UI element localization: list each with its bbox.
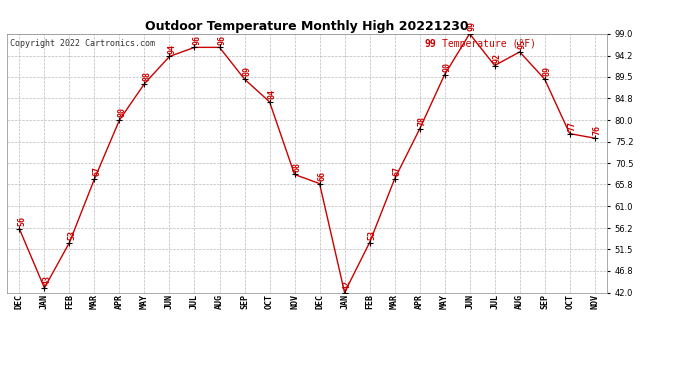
- Text: 89: 89: [543, 66, 552, 76]
- Text: 96: 96: [218, 34, 227, 45]
- Text: Copyright 2022 Cartronics.com: Copyright 2022 Cartronics.com: [10, 39, 155, 48]
- Text: 53: 53: [68, 230, 77, 240]
- Text: 42: 42: [343, 280, 352, 290]
- Text: 99: 99: [468, 21, 477, 31]
- Text: 78: 78: [418, 116, 427, 126]
- Text: 88: 88: [143, 71, 152, 81]
- Text: Temperature (°F): Temperature (°F): [442, 39, 536, 49]
- Text: 92: 92: [493, 53, 502, 63]
- Text: 67: 67: [393, 166, 402, 176]
- Text: 89: 89: [243, 66, 252, 76]
- Text: 94: 94: [168, 44, 177, 54]
- Text: 68: 68: [293, 162, 302, 172]
- Title: Outdoor Temperature Monthly High 20221230: Outdoor Temperature Monthly High 2022123…: [145, 20, 469, 33]
- Text: 43: 43: [43, 275, 52, 285]
- Text: 96: 96: [193, 34, 201, 45]
- Text: 77: 77: [568, 121, 577, 131]
- Text: 90: 90: [443, 62, 452, 72]
- Text: 76: 76: [593, 125, 602, 135]
- Text: 56: 56: [18, 216, 27, 226]
- Text: 67: 67: [92, 166, 101, 176]
- Text: 80: 80: [118, 107, 127, 117]
- Text: 84: 84: [268, 89, 277, 99]
- Text: 95: 95: [518, 39, 527, 49]
- Text: 53: 53: [368, 230, 377, 240]
- Text: 66: 66: [318, 171, 327, 181]
- Text: 99: 99: [424, 39, 436, 49]
